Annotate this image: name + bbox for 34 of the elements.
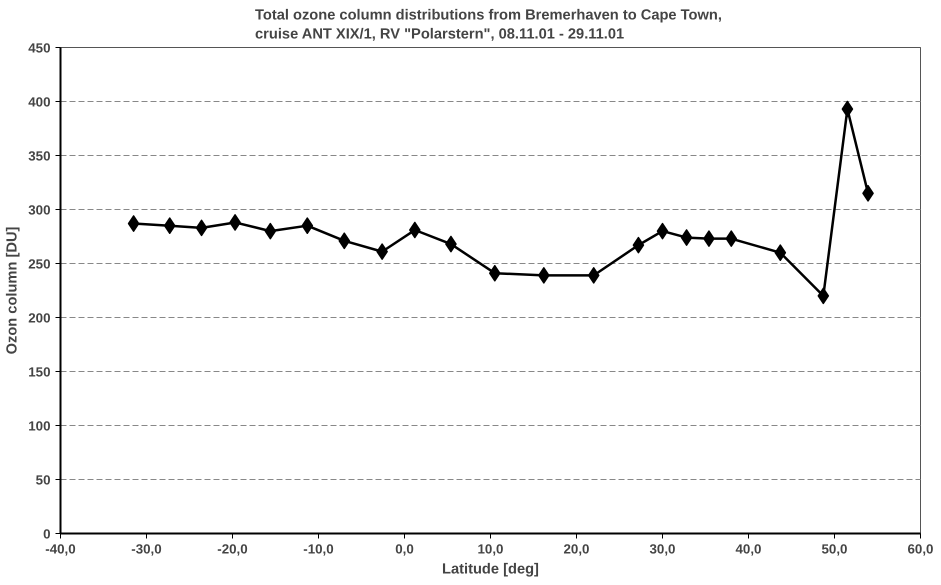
x-tick-label: 50,0	[822, 542, 848, 556]
point	[817, 287, 830, 304]
point	[538, 266, 550, 284]
chart-title: Total ozone column distributions from Bremerhaven to Cape Town, cruise ANT XIX/1, RV "Polarstern", 08.11.01 - 29.11.01	[255, 7, 722, 42]
point	[588, 266, 600, 284]
x-tick-label: 0,0	[395, 542, 414, 556]
x-tick-label: -30,0	[131, 542, 162, 556]
x-tick-label: 40,0	[736, 542, 762, 556]
y-tick-label: 100	[28, 418, 51, 434]
x-tick-label: 30,0	[650, 542, 676, 556]
y-axis-title: Ozon column [DU]	[4, 226, 20, 354]
y-tick-label: 450	[28, 40, 51, 56]
y-tick-label: 50	[36, 472, 51, 488]
point	[301, 217, 314, 234]
point	[164, 217, 176, 234]
x-axis-title: Latitude [deg]	[442, 562, 540, 578]
x-tick-label: -20,0	[217, 542, 248, 556]
y-tick-label: 150	[28, 364, 51, 380]
y-tick-label: 250	[28, 256, 51, 272]
y-tick-label: 0	[43, 526, 51, 542]
y-tick-label: 300	[28, 202, 51, 218]
y-tick-label: 200	[28, 310, 51, 326]
y-tick-label: 400	[28, 94, 51, 110]
x-tick-label: -40,0	[45, 542, 76, 556]
point	[408, 222, 421, 239]
y-tick-label: 350	[28, 148, 51, 164]
point	[488, 264, 501, 282]
point	[725, 230, 738, 248]
point	[338, 232, 350, 250]
x-tick-label: 20,0	[564, 542, 590, 556]
point	[774, 244, 786, 262]
x-tick-label: 60,0	[908, 542, 934, 556]
x-tick-label: -10,0	[303, 542, 334, 556]
x-tick-label: 10,0	[478, 542, 504, 556]
